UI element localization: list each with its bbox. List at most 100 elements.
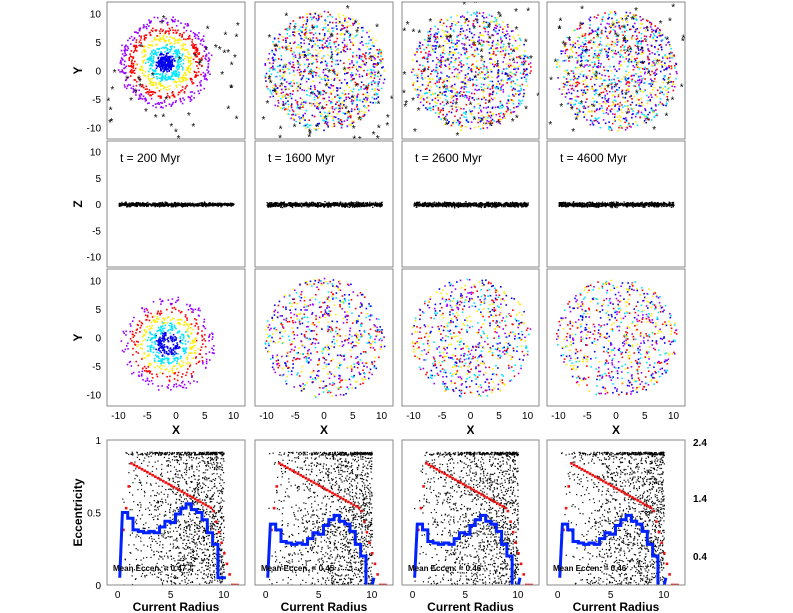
star-point xyxy=(444,64,446,67)
star-point xyxy=(483,78,486,80)
star-point xyxy=(189,96,192,99)
star-point xyxy=(372,55,374,58)
star-point xyxy=(663,75,666,77)
star-point xyxy=(473,33,476,36)
star-point xyxy=(179,99,182,101)
star-point xyxy=(416,88,419,91)
star-point xyxy=(340,126,343,129)
star-point xyxy=(497,119,500,121)
star-point xyxy=(349,114,351,116)
field-star-marker: * xyxy=(403,70,407,81)
star-point xyxy=(500,87,502,89)
star-point xyxy=(342,33,345,36)
star-point xyxy=(312,91,314,93)
star-point xyxy=(477,116,480,119)
star-point xyxy=(166,76,168,79)
star-point xyxy=(160,105,163,108)
star-point xyxy=(192,46,194,49)
star-point xyxy=(151,44,153,46)
star-point xyxy=(662,57,664,59)
star-point xyxy=(613,74,616,77)
star-point xyxy=(431,48,434,51)
star-point xyxy=(276,91,278,93)
star-point xyxy=(613,103,615,105)
star-point xyxy=(327,15,329,18)
star-point xyxy=(181,47,184,50)
star-point xyxy=(129,70,132,72)
star-point xyxy=(436,71,439,73)
star-point xyxy=(642,62,644,64)
star-point xyxy=(620,64,623,66)
star-point xyxy=(360,117,363,120)
star-point xyxy=(465,56,468,59)
star-point xyxy=(507,26,509,28)
star-point xyxy=(200,73,202,76)
star-point xyxy=(335,18,337,20)
star-point xyxy=(667,41,669,44)
star-point xyxy=(517,105,519,108)
star-point xyxy=(635,104,638,106)
star-point xyxy=(525,78,527,80)
star-point xyxy=(333,79,336,81)
star-point xyxy=(344,93,347,95)
star-point xyxy=(441,92,443,95)
star-point xyxy=(178,80,181,83)
star-point xyxy=(285,93,288,96)
star-point xyxy=(572,72,575,75)
star-point xyxy=(149,56,152,58)
star-point xyxy=(638,86,641,88)
star-point xyxy=(433,45,435,47)
star-point xyxy=(327,24,329,26)
star-point xyxy=(443,79,446,81)
star-point xyxy=(669,76,672,78)
star-point xyxy=(576,40,579,42)
star-point xyxy=(338,108,341,111)
star-point xyxy=(313,16,315,18)
star-point xyxy=(428,77,431,80)
star-point xyxy=(375,93,378,96)
star-point xyxy=(434,70,436,73)
star-point xyxy=(478,88,480,91)
star-point xyxy=(653,86,655,89)
star-point xyxy=(182,78,185,80)
star-point xyxy=(497,66,500,68)
star-point xyxy=(347,117,350,120)
star-point xyxy=(481,114,483,117)
star-point xyxy=(132,85,135,88)
star-point xyxy=(330,78,333,81)
star-point xyxy=(486,67,488,70)
star-point xyxy=(166,68,169,70)
star-point xyxy=(598,44,600,46)
field-star-marker: * xyxy=(354,18,358,29)
star-point xyxy=(413,74,416,76)
star-point xyxy=(509,113,512,115)
star-point xyxy=(179,32,181,35)
star-point xyxy=(573,82,575,85)
star-point xyxy=(588,40,590,43)
star-point xyxy=(523,89,525,91)
star-point xyxy=(282,96,284,99)
star-point xyxy=(279,107,282,109)
star-point xyxy=(614,13,617,16)
star-point xyxy=(273,37,276,40)
star-point xyxy=(568,38,571,40)
star-point xyxy=(502,50,504,52)
star-point xyxy=(205,58,207,61)
star-point xyxy=(179,84,181,86)
star-point xyxy=(644,71,646,74)
star-point xyxy=(181,68,184,71)
star-point xyxy=(290,104,293,107)
star-point xyxy=(300,26,302,29)
star-point xyxy=(309,32,311,34)
field-star-marker: * xyxy=(449,33,453,44)
star-point xyxy=(429,78,431,81)
star-point xyxy=(437,99,440,102)
star-point xyxy=(331,16,334,18)
star-point xyxy=(662,78,665,80)
star-point xyxy=(594,63,596,65)
star-point xyxy=(510,81,512,83)
field-star-marker: * xyxy=(616,32,620,43)
star-point xyxy=(653,62,655,64)
field-star-marker: * xyxy=(624,90,628,101)
star-point xyxy=(152,27,154,30)
